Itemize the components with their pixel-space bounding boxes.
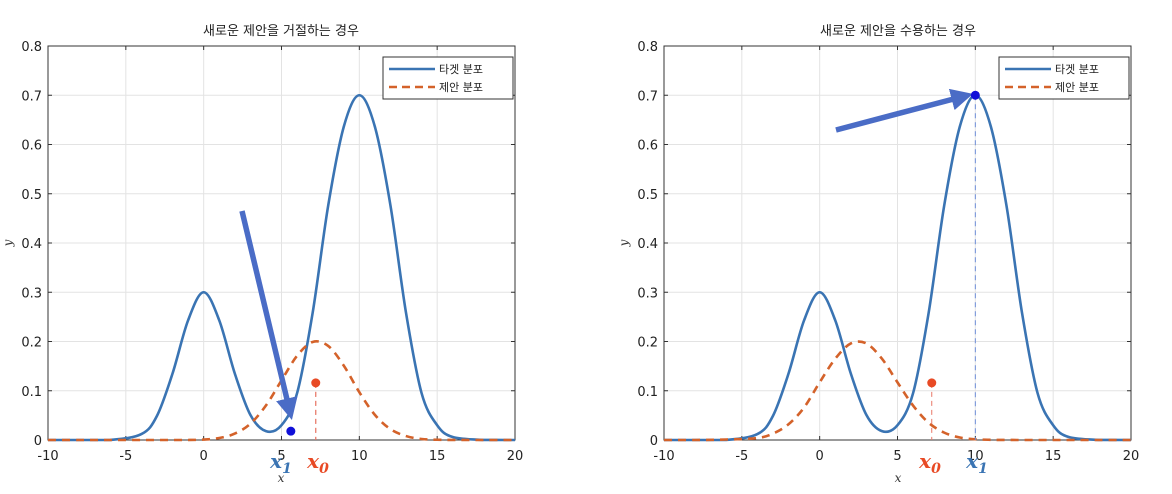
- x-axis-label: x: [895, 471, 902, 485]
- chart-title: 새로운 제안을 수용하는 경우: [820, 24, 976, 39]
- legend-label: 타겟 분포: [439, 63, 483, 76]
- y-tick-label: 0.5: [21, 188, 42, 203]
- x-tick-label: -5: [735, 449, 748, 464]
- x-tick-label: 10: [351, 449, 368, 464]
- series-lines: [48, 93, 516, 442]
- series-lines: [664, 93, 1132, 442]
- data-point: [927, 378, 937, 388]
- data-point: [970, 90, 980, 100]
- series-line: [48, 340, 515, 442]
- legend-label: 타겟 분포: [1055, 63, 1099, 76]
- y-tick-label: 0.7: [21, 89, 42, 104]
- chart-panel-reject: 새로운 제안을 거절하는 경우 -10 -5 0 5 10 15 20 0 0.1 0.2 0.3 0…: [1, 24, 523, 485]
- x-tick-label: 15: [429, 449, 446, 464]
- x-tick-label: 20: [1123, 449, 1140, 464]
- grid: [47, 45, 516, 441]
- y-tick-label: 0: [650, 434, 658, 449]
- y-tick-label: 0.6: [21, 139, 42, 154]
- tick-labels: -10 -5 0 5 10 15 20 0 0.1 0.2 0.3 0.4 0.5 0.6 0.7 0.8: [21, 40, 523, 464]
- y-tick-label: 0.7: [637, 89, 658, 104]
- point-label: x0: [918, 449, 941, 477]
- legend-box: [382, 56, 514, 100]
- point-label: x1: [269, 449, 292, 477]
- y-tick-label: 0.1: [21, 385, 42, 400]
- point-label: x1: [965, 449, 988, 477]
- y-axis-label: y: [1, 239, 15, 247]
- annotations: x1 x0: [239, 210, 329, 477]
- y-tick-label: 0.8: [21, 40, 42, 55]
- tick-labels: -10 -5 0 5 10 15 20 0 0.1 0.2 0.3 0.4 0.5 0.6 0.7 0.8: [637, 40, 1139, 464]
- y-tick-label: 0.4: [637, 237, 658, 252]
- annotations: x0 x1: [835, 88, 988, 477]
- data-point: [311, 378, 321, 388]
- point-label: x0: [306, 449, 329, 477]
- x-axis-label: x: [278, 471, 285, 485]
- x-tick-label: -10: [653, 449, 674, 464]
- data-point: [286, 426, 296, 436]
- y-tick-label: 0: [34, 434, 42, 449]
- x-tick-label: 5: [893, 449, 901, 464]
- x-tick-label: 0: [200, 449, 208, 464]
- x-tick-label: 5: [277, 449, 285, 464]
- arrow: [835, 88, 973, 133]
- x-tick-label: 10: [967, 449, 984, 464]
- x-tick-label: 20: [507, 449, 524, 464]
- y-tick-label: 0.3: [637, 286, 658, 301]
- chart-panel-accept: 새로운 제안을 수용하는 경우 -10 -5 0 5 10 15 20 0 0.1 0.2 0.3 0…: [617, 24, 1139, 485]
- y-tick-label: 0.1: [637, 385, 658, 400]
- x-tick-label: 15: [1045, 449, 1062, 464]
- chart-title: 새로운 제안을 거절하는 경우: [203, 24, 359, 39]
- series-line: [664, 340, 1131, 442]
- x-tick-label: -10: [37, 449, 58, 464]
- legend-box: [998, 56, 1130, 100]
- y-tick-label: 0.3: [21, 286, 42, 301]
- y-tick-label: 0.4: [21, 237, 42, 252]
- series-line: [48, 93, 516, 442]
- y-tick-label: 0.2: [21, 336, 42, 351]
- series-line: [664, 93, 1132, 442]
- x-tick-label: -5: [119, 449, 132, 464]
- y-axis-label: y: [617, 239, 631, 247]
- arrow: [239, 210, 298, 421]
- axes: [663, 45, 1132, 441]
- y-tick-label: 0.8: [637, 40, 658, 55]
- y-tick-label: 0.6: [637, 139, 658, 154]
- legend-label: 제안 분포: [1055, 81, 1099, 94]
- legend-label: 제안 분포: [439, 81, 483, 94]
- y-tick-label: 0.5: [637, 188, 658, 203]
- y-tick-label: 0.2: [637, 336, 658, 351]
- x-tick-label: 0: [816, 449, 824, 464]
